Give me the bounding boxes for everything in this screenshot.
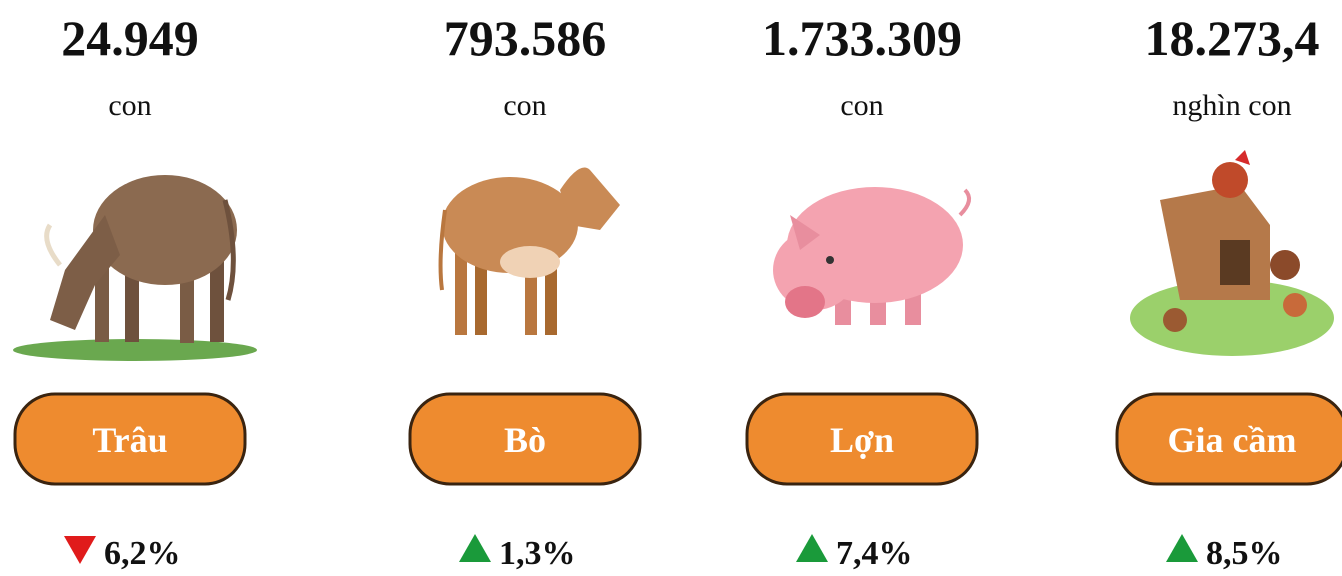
- change: 6,2%: [104, 535, 181, 572]
- unit: con: [108, 89, 151, 122]
- trend-icon: [459, 534, 491, 562]
- category-label: Bò: [504, 420, 546, 460]
- value: 793.586: [444, 10, 607, 66]
- infographic: 24.949 con Trâu 6,2% 793.586 con Bò 1,3% 1.733.3…: [0, 0, 1342, 576]
- buffalo-illustration: [13, 175, 257, 361]
- trend-icon: [796, 534, 828, 562]
- unit: con: [503, 89, 546, 122]
- category-label: Trâu: [92, 420, 167, 460]
- value: 1.733.309: [762, 10, 962, 66]
- poultry-illustration: [1130, 150, 1334, 356]
- change: 8,5%: [1206, 535, 1283, 572]
- value: 24.949: [61, 10, 199, 66]
- pig-illustration: [773, 187, 969, 325]
- change: 1,3%: [499, 535, 576, 572]
- category-label: Gia cầm: [1168, 420, 1297, 460]
- change: 7,4%: [836, 535, 913, 572]
- trend-icon: [64, 536, 96, 564]
- category-label: Lợn: [830, 420, 894, 460]
- unit: nghìn con: [1172, 89, 1291, 122]
- trend-icon: [1166, 534, 1198, 562]
- unit: con: [840, 89, 883, 122]
- value: 18.273,4: [1145, 10, 1320, 66]
- cow-illustration: [441, 168, 620, 336]
